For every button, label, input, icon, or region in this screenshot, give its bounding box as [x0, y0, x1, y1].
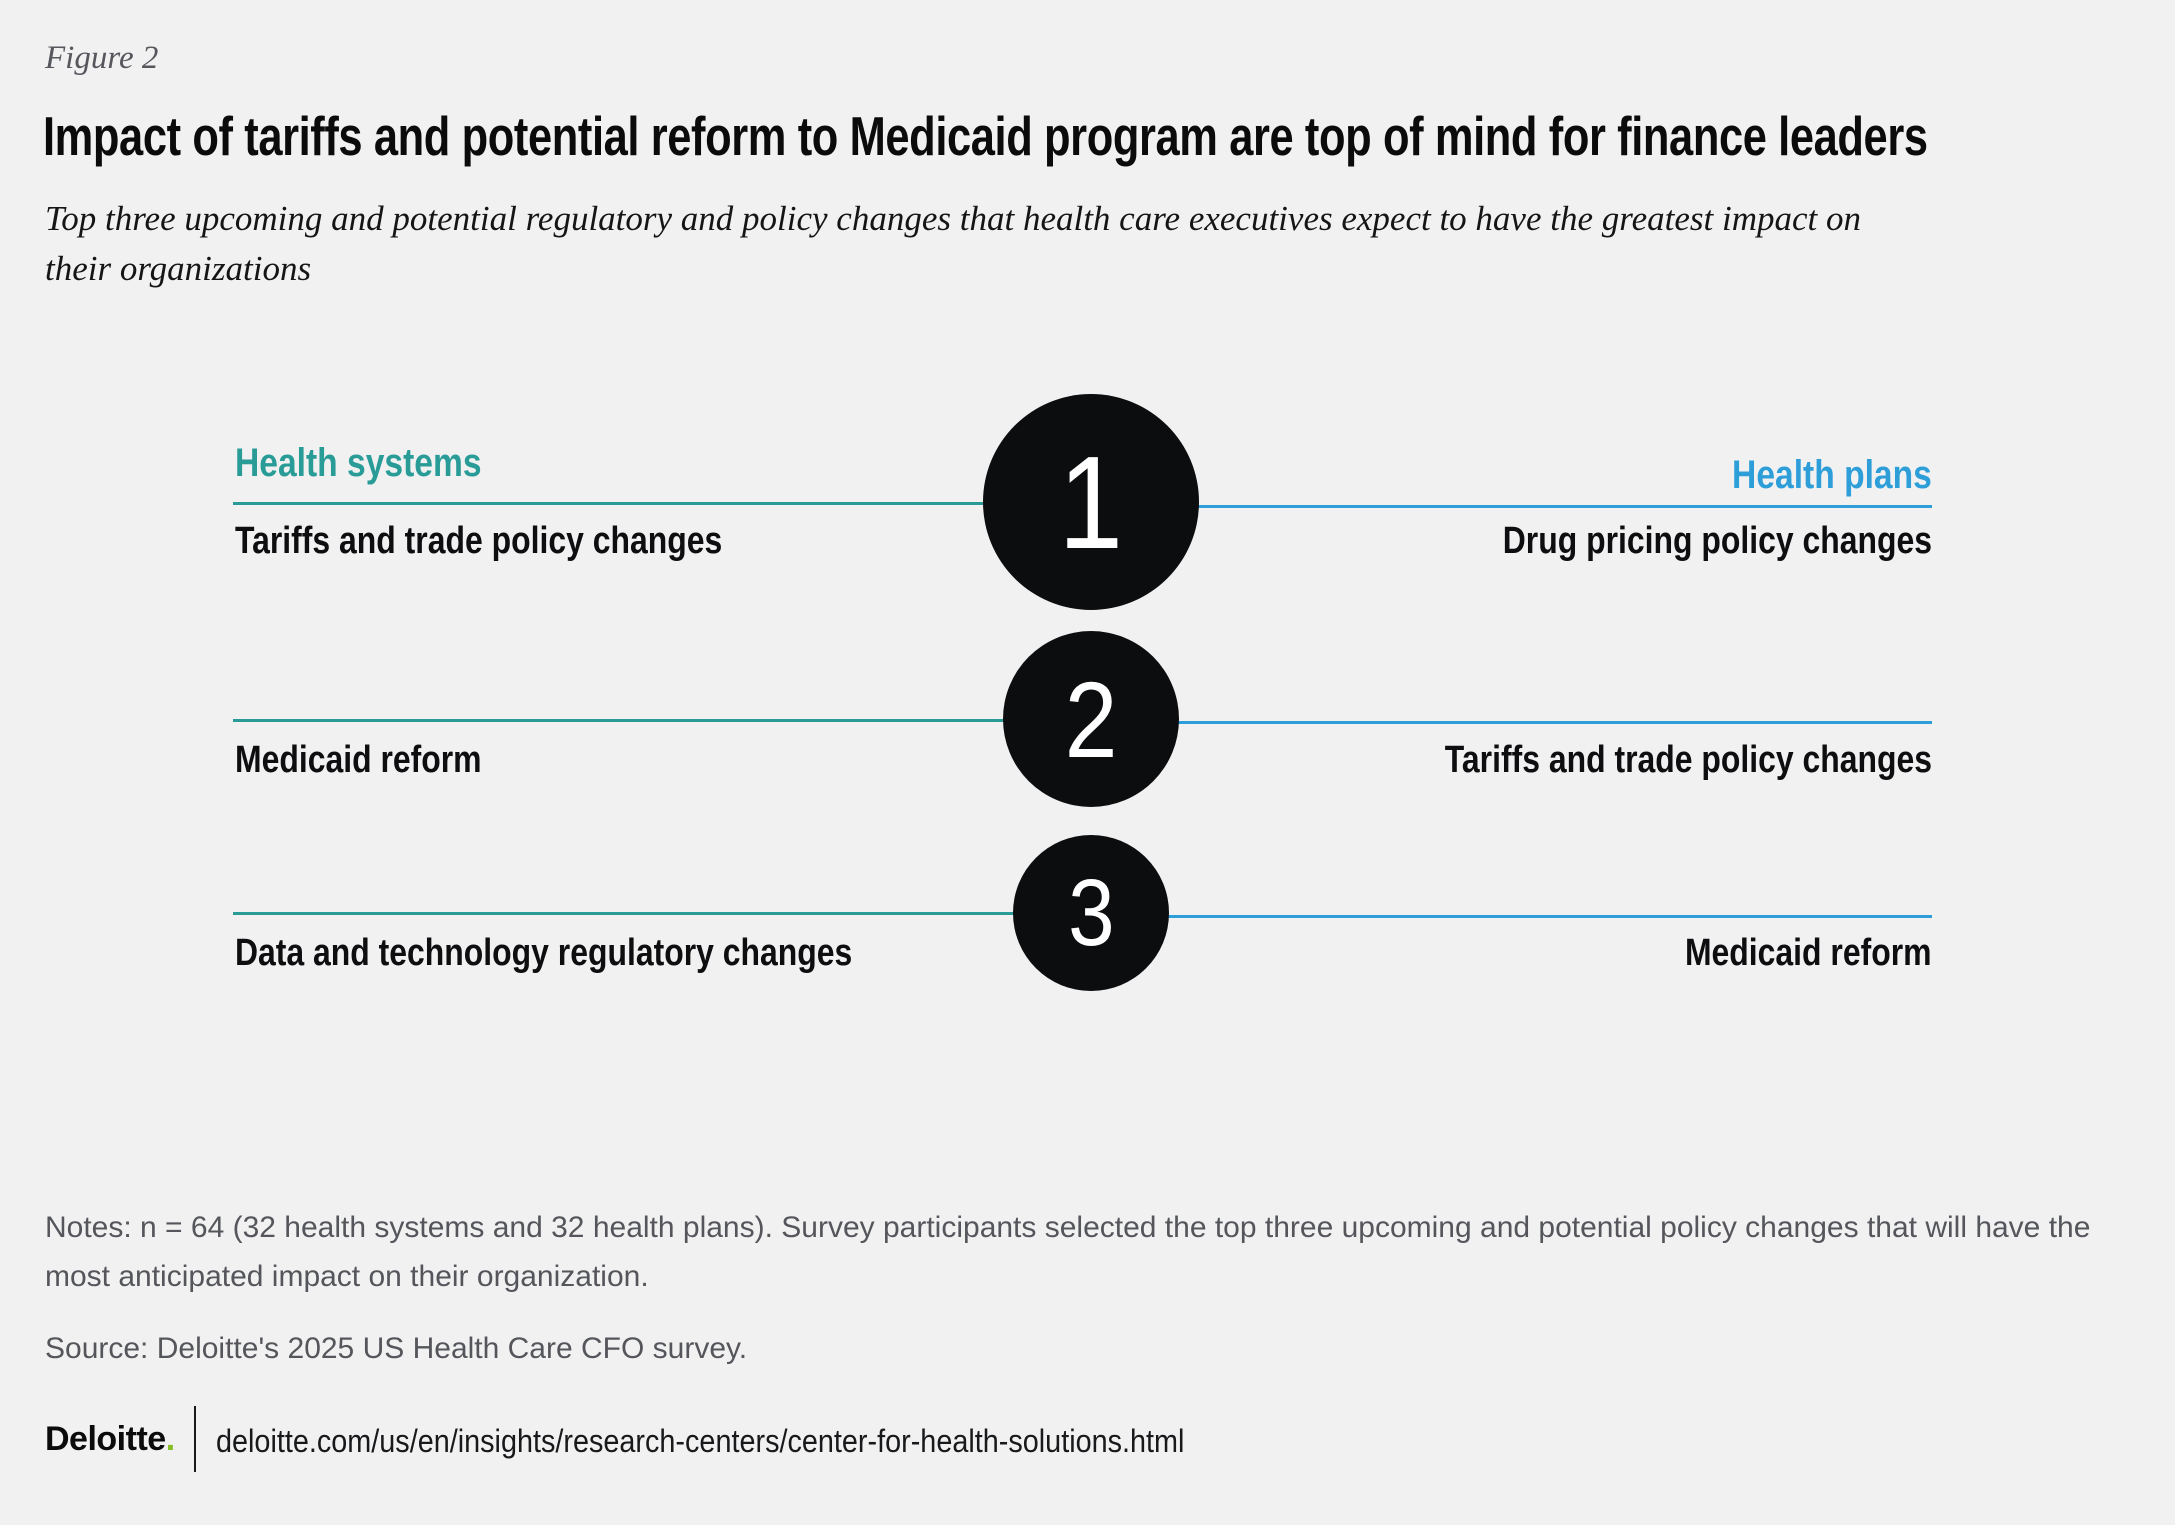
row1-label-health-plans: Drug pricing policy changes	[1502, 520, 1932, 562]
source-text: Source: Deloitte's 2025 US Health Care C…	[45, 1332, 748, 1365]
rank-number-1: 1	[1058, 428, 1124, 576]
rank-circle-3: 3	[1013, 835, 1169, 991]
footer-url: deloitte.com/us/en/insights/research-cen…	[216, 1423, 1185, 1459]
notes-text: Notes: n = 64 (32 health systems and 32 …	[45, 1211, 2091, 1293]
row2-line-left	[233, 719, 1091, 722]
deloitte-logo: Deloitte.	[45, 1420, 175, 1459]
row2-label-health-systems: Medicaid reform	[235, 739, 482, 781]
rank-circle-2: 2	[1003, 631, 1179, 807]
page-title-text: Impact of tariffs and potential reform t…	[43, 105, 1928, 167]
row1-line-left	[233, 502, 1091, 505]
row1-label-health-systems: Tariffs and trade policy changes	[235, 520, 723, 562]
figure-label: Figure 2	[45, 40, 159, 76]
column-header-health-plans: Health plans	[1732, 453, 1932, 497]
deloitte-logo-green-dot: .	[165, 1420, 175, 1458]
rank-circle-1: 1	[983, 394, 1199, 610]
row2-line-right	[1091, 721, 1932, 724]
page-title: Impact of tariffs and potential reform t…	[43, 104, 2175, 168]
rank-number-2: 2	[1064, 658, 1118, 780]
row3-label-health-plans: Medicaid reform	[1685, 932, 1932, 974]
rank-number-3: 3	[1067, 859, 1115, 966]
page-subtitle: Top three upcoming and potential regulat…	[45, 199, 1861, 288]
row3-line-left	[233, 912, 1091, 915]
row1-line-right	[1091, 505, 1932, 508]
row2-label-health-plans: Tariffs and trade policy changes	[1444, 739, 1932, 781]
column-header-health-systems: Health systems	[235, 441, 482, 485]
row3-label-health-systems: Data and technology regulatory changes	[235, 932, 853, 974]
footer-divider	[194, 1406, 196, 1472]
row3-line-right	[1091, 915, 1932, 918]
deloitte-logo-text: Deloitte	[45, 1420, 166, 1458]
